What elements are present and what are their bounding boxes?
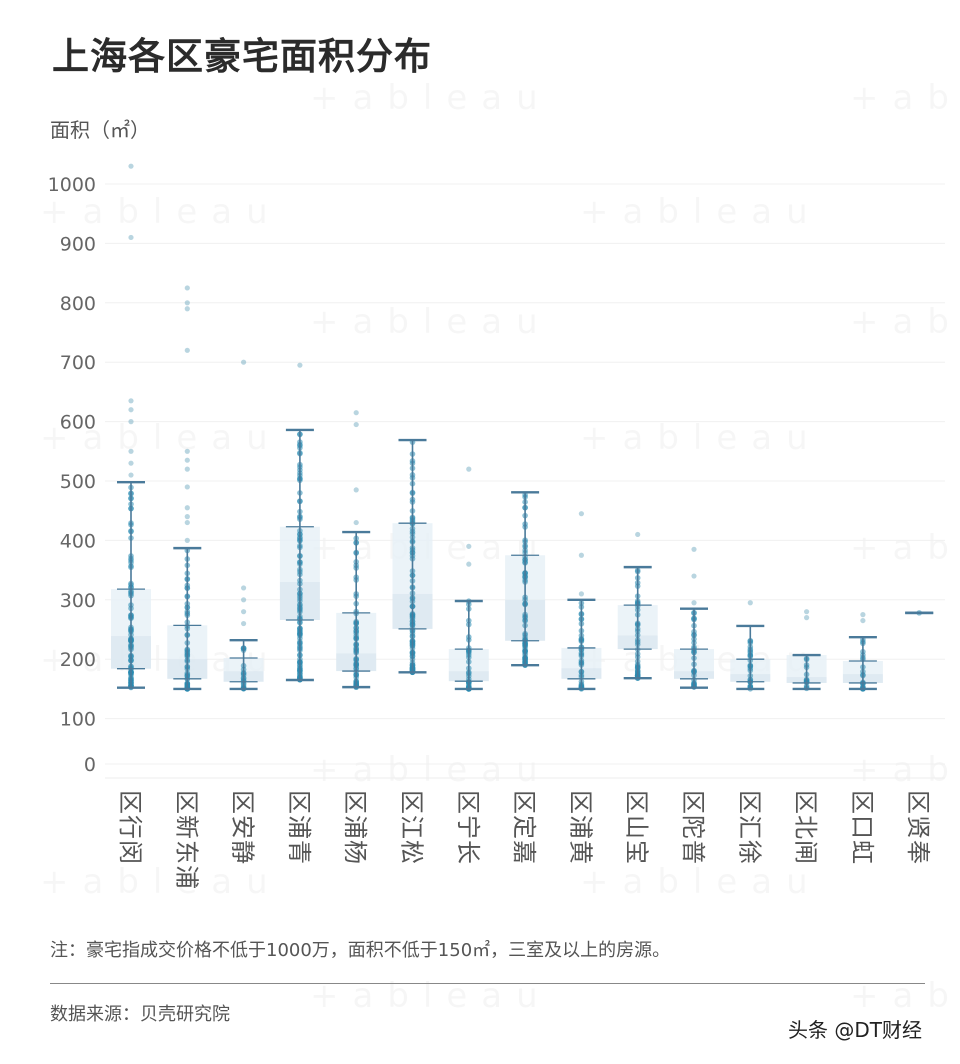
- tableau-watermark: +ableau: [850, 976, 960, 1016]
- outlier-point: [184, 519, 190, 526]
- chart-title: 上海各区豪宅面积分布: [52, 35, 432, 78]
- outlier-point: [804, 615, 810, 621]
- outlier-point: [184, 505, 190, 511]
- outlier-point: [184, 537, 190, 544]
- box-黄浦区: [561, 511, 602, 692]
- x-tick-label: 区汇徐: [735, 790, 763, 865]
- outlier-point: [241, 609, 247, 615]
- box-虹口区: [842, 612, 883, 692]
- tableau-watermark: +ableau: [310, 976, 552, 1016]
- box-杨浦区: [336, 410, 377, 690]
- box-闵行区: [111, 163, 151, 691]
- x-tick-label: 区定嘉: [510, 790, 538, 865]
- y-tick-label: 200: [60, 649, 96, 671]
- box-奉贤区: [905, 610, 934, 616]
- outlier-point: [184, 300, 190, 306]
- y-tick-label: 400: [60, 530, 96, 552]
- y-tick-label: 800: [60, 293, 96, 315]
- box-普陀区: [674, 546, 714, 690]
- x-tick-label: 区口虹: [848, 790, 876, 865]
- x-tick-label: 区新东浦: [172, 790, 200, 890]
- outlier-point: [860, 617, 866, 624]
- outlier-point: [241, 359, 247, 365]
- x-tick-label: 区贤奉: [904, 790, 932, 865]
- x-tick-label: 区陀普: [679, 790, 707, 865]
- outlier-point: [184, 466, 190, 472]
- outlier-point: [128, 407, 134, 413]
- box-静安区: [223, 359, 264, 692]
- outlier-point: [128, 419, 134, 425]
- outlier-point: [241, 597, 247, 603]
- outlier-point: [747, 600, 753, 606]
- outlier-point: [128, 398, 134, 404]
- outlier-point: [184, 285, 190, 291]
- outlier-point: [128, 472, 134, 478]
- outlier-point: [353, 519, 359, 526]
- x-tick-label: 区宁长: [454, 790, 482, 865]
- outlier-point: [128, 448, 134, 454]
- y-tick-label: 300: [60, 590, 96, 612]
- x-tick-label: 区浦青: [285, 790, 313, 865]
- outlier-point: [578, 591, 585, 597]
- outlier-point: [297, 362, 303, 368]
- y-tick-label: 1000: [48, 174, 96, 196]
- y-tick-label: 600: [60, 412, 96, 434]
- outlier-point: [184, 448, 190, 454]
- outlier-point: [466, 543, 472, 549]
- outlier-point: [353, 410, 359, 416]
- outlier-point: [578, 552, 585, 558]
- outlier-point: [578, 511, 585, 517]
- y-tick-label: 900: [60, 233, 96, 255]
- gridlines: [105, 183, 945, 779]
- x-tick-label: 区浦杨: [341, 790, 369, 865]
- box-宝山区: [617, 531, 658, 682]
- outlier-point: [241, 585, 247, 591]
- outlier-point: [184, 457, 190, 463]
- credit-watermark: 头条 @DT财经: [788, 1018, 922, 1042]
- box-嘉定区: [505, 491, 546, 668]
- data-source: 数据来源：贝壳研究院: [50, 1004, 230, 1025]
- y-axis-ticks: 0 100 200 300 400 500 600 700 800 900 1000: [48, 174, 96, 776]
- box-徐汇区: [730, 600, 771, 692]
- outlier-point: [353, 421, 359, 428]
- outlier-point: [353, 487, 359, 493]
- divider: [50, 983, 925, 984]
- outlier-point: [128, 234, 134, 241]
- outlier-point: [804, 609, 810, 615]
- y-tick-label: 700: [60, 352, 96, 374]
- outlier-point: [128, 163, 134, 169]
- x-tick-label: 区北闸: [792, 790, 820, 865]
- y-axis-label: 面积（㎡）: [50, 118, 150, 142]
- footnote: 注：豪宅指成交价格不低于1000万，面积不低于150㎡，三室及以上的房源。: [50, 940, 671, 961]
- box-松江区: [392, 438, 433, 676]
- box-青浦区: [279, 362, 320, 683]
- box-plot-chart: 0 100 200 300 400 500 600 700 800 900 1000 区行闵 区新东浦…: [48, 163, 945, 890]
- outlier-point: [466, 561, 472, 567]
- x-tick-label: 区安静: [229, 790, 257, 865]
- outlier-point: [241, 620, 247, 627]
- x-tick-label: 区江松: [398, 790, 426, 865]
- outlier-point: [466, 466, 472, 472]
- x-axis-labels: 区行闵 区新东浦 区安静 区浦青 区浦杨 区江松 区宁长 区定嘉 区浦黄 区山宝 区陀普 区汇徐 区北闸…: [116, 790, 932, 890]
- outlier-point: [184, 484, 190, 490]
- box-浦东新区: [167, 285, 208, 692]
- outlier-point: [860, 612, 866, 618]
- boxes: [111, 163, 934, 692]
- y-tick-label: 500: [60, 471, 96, 493]
- box-闸北区: [786, 609, 827, 692]
- outlier-point: [184, 347, 190, 353]
- outlier-point: [691, 600, 697, 606]
- outlier-point: [691, 546, 697, 552]
- outlier-point: [691, 573, 697, 579]
- outlier-point: [184, 306, 190, 312]
- y-tick-label: 100: [60, 709, 96, 731]
- y-tick-label: 0: [84, 754, 96, 776]
- outlier-point: [128, 460, 134, 466]
- outlier-point: [184, 514, 190, 520]
- x-tick-label: 区行闵: [116, 790, 144, 865]
- box-长宁区: [448, 466, 489, 692]
- outlier-point: [635, 531, 641, 538]
- x-tick-label: 区浦黄: [566, 790, 594, 865]
- x-tick-label: 区山宝: [623, 790, 651, 865]
